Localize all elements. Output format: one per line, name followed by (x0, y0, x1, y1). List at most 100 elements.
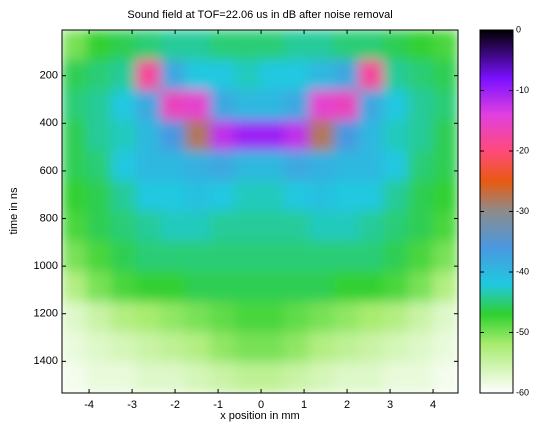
heatmap-cell (309, 120, 335, 151)
colorbar (480, 30, 513, 393)
heatmap-cell (235, 90, 261, 121)
heatmap-cell (185, 151, 211, 182)
heatmap-cell (235, 60, 261, 91)
y-tick-label: 1000 (34, 260, 58, 272)
heatmap-cell (136, 302, 162, 333)
heatmap-cell (309, 151, 335, 182)
heatmap-cell (210, 362, 236, 393)
colorbar-tick-label: -10 (516, 85, 529, 95)
heatmap-cell (408, 302, 434, 333)
heatmap-cell (260, 120, 286, 151)
heatmap-cell (161, 90, 187, 121)
heatmap-cell (136, 362, 162, 393)
heatmap-cell (136, 241, 162, 272)
heatmap-cell (136, 90, 162, 121)
heatmap-cell (111, 30, 137, 61)
heatmap-cell (86, 120, 112, 151)
heatmap-cell (359, 332, 385, 363)
heatmap-cell (62, 181, 88, 212)
heatmap-cell (111, 120, 137, 151)
heatmap-cell (433, 211, 459, 242)
heatmap-cell (210, 181, 236, 212)
heatmap-cell (210, 332, 236, 363)
y-tick-label: 400 (40, 117, 58, 129)
y-tick-label: 800 (40, 212, 58, 224)
heatmap-cell (86, 272, 112, 303)
x-tick-label: 4 (430, 399, 436, 411)
heatmap-cell (161, 120, 187, 151)
heatmap-cell (86, 90, 112, 121)
heatmap-cell (433, 302, 459, 333)
heatmap-cell (359, 211, 385, 242)
heatmap-cell (86, 241, 112, 272)
heatmap-cell (383, 362, 409, 393)
colorbar-tick-label: -50 (516, 327, 529, 337)
heatmap-cell (161, 362, 187, 393)
heatmap-cell (260, 151, 286, 182)
heatmap-cell (185, 60, 211, 91)
heatmap-cell (185, 211, 211, 242)
heatmap-cell (235, 362, 261, 393)
heatmap-cell (408, 211, 434, 242)
heatmap-cell (260, 90, 286, 121)
heatmap-cell (284, 241, 310, 272)
heatmap-cell (235, 302, 261, 333)
heatmap-cell (111, 332, 137, 363)
heatmap-cell (309, 60, 335, 91)
heatmap-cell (111, 362, 137, 393)
heatmap-cell (309, 30, 335, 61)
heatmap-cell (359, 302, 385, 333)
heatmap-cell (433, 272, 459, 303)
heatmap-cell (136, 151, 162, 182)
heatmap-cell (309, 332, 335, 363)
x-tick-label: -3 (127, 399, 137, 411)
heatmap-cell (210, 211, 236, 242)
heatmap-cell (284, 60, 310, 91)
heatmap-cell (161, 332, 187, 363)
heatmap-cell (284, 120, 310, 151)
heatmap-cell (235, 241, 261, 272)
heatmap-cell (111, 241, 137, 272)
heatmap-cell (408, 120, 434, 151)
heatmap-cell (185, 30, 211, 61)
heatmap-cell (111, 302, 137, 333)
heatmap-cell (86, 151, 112, 182)
heatmap-cell (111, 181, 137, 212)
y-tick-label: 1200 (34, 308, 58, 320)
heatmap-cell (111, 211, 137, 242)
heatmap-cell (161, 151, 187, 182)
heatmap-cell (309, 211, 335, 242)
heatmap-cell (359, 90, 385, 121)
colorbar-tick-label: 0 (516, 24, 521, 34)
heatmap-cell (408, 30, 434, 61)
heatmap-cell (433, 151, 459, 182)
heatmap-cell (284, 151, 310, 182)
heatmap-cell (62, 120, 88, 151)
heatmap-cell (334, 272, 360, 303)
colorbar-tick-label: -30 (516, 206, 529, 216)
heatmap-cell (136, 30, 162, 61)
heatmap-cell (383, 120, 409, 151)
heatmap-cell (359, 181, 385, 212)
heatmap-cell (433, 90, 459, 121)
heatmap-cell (210, 302, 236, 333)
y-axis-label: time in ns (8, 187, 20, 235)
heatmap-cell (210, 272, 236, 303)
x-tick-label: -1 (213, 399, 223, 411)
heatmap-cell (284, 332, 310, 363)
heatmap-cell (185, 362, 211, 393)
heatmap-cell (433, 120, 459, 151)
heatmap-cell (185, 302, 211, 333)
heatmap-cell (359, 60, 385, 91)
heatmap-cell (62, 241, 88, 272)
heatmap-cell (359, 120, 385, 151)
heatmap-cell (383, 30, 409, 61)
heatmap-cell (210, 120, 236, 151)
heatmap-cell (334, 120, 360, 151)
heatmap-cell (62, 151, 88, 182)
heatmap-cell (161, 181, 187, 212)
heatmap-cell (235, 272, 261, 303)
x-axis-label: x position in mm (220, 410, 299, 422)
heatmap-cell (161, 272, 187, 303)
